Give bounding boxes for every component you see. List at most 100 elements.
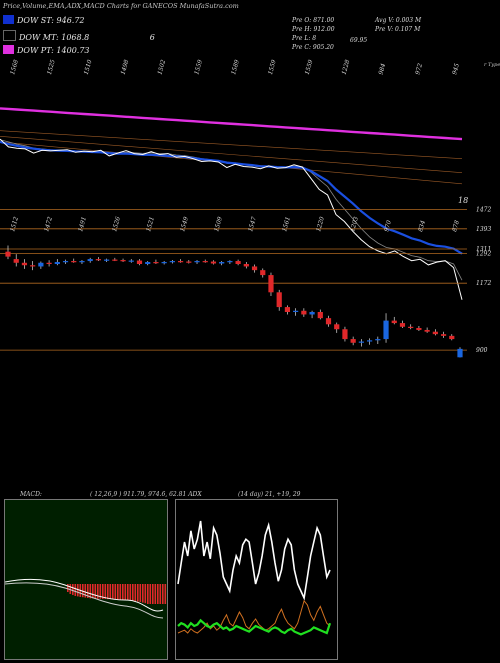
macd-panel: [4, 499, 168, 660]
candle-body: [358, 341, 364, 343]
macd-histogram-bar: [122, 584, 124, 600]
macd-histogram-bar: [82, 584, 84, 598]
legend-value-dow-st: 946.72: [56, 16, 85, 25]
macd-histogram-bar: [149, 584, 152, 604]
candle-body: [177, 261, 184, 263]
candle-tick-label: 834: [417, 219, 427, 232]
candle-body: [268, 275, 274, 293]
candle-body: [46, 262, 52, 264]
candle-body: [399, 323, 406, 327]
macd-label: MACD:: [20, 491, 42, 498]
macd-histogram-bar: [164, 584, 167, 604]
macd-histogram-bar: [117, 584, 119, 600]
candle-body: [13, 259, 19, 263]
candle-tick-label: 1549: [179, 216, 190, 233]
candle-body: [383, 320, 389, 340]
minus-di-line: [177, 618, 332, 636]
ohlc-avg-vol: Avg V: 0.003 M: [375, 17, 422, 24]
macd-histogram-bar: [99, 584, 102, 599]
price-tick-label: 1228: [341, 59, 352, 76]
candle-body: [38, 262, 44, 267]
macd-histogram-bar: [69, 584, 72, 594]
candle-body: [350, 339, 356, 343]
candle-body: [194, 261, 200, 263]
macd-histogram-bar: [142, 584, 144, 603]
ema-fast-line: [0, 139, 463, 281]
macd-signal-line: [4, 582, 164, 619]
macd-histogram-bar: [94, 584, 97, 599]
ohlc-open: Pre O: 871.00: [292, 17, 335, 24]
macd-histogram-bar: [137, 584, 139, 602]
candle-tick-label: 1509: [213, 216, 224, 233]
candle-body: [62, 261, 69, 263]
candle-body: [293, 310, 299, 312]
macd-histogram-bar: [114, 584, 117, 600]
price-tick-label: 945: [451, 62, 461, 75]
candle-body: [161, 262, 167, 264]
macd-histogram-bar: [144, 584, 147, 604]
legend-extra-dow-mt: 6: [149, 33, 155, 42]
price-tick-label: 1559: [267, 59, 278, 76]
macd-histogram-bar: [89, 584, 92, 599]
level-label: 1311: [476, 246, 491, 253]
candle-body: [391, 320, 397, 324]
close-price-line: [0, 138, 463, 300]
candle-tick-label: 1220: [315, 216, 326, 233]
legend-value-dow-pt: 1400.73: [56, 46, 90, 55]
candle-body: [309, 312, 315, 315]
macd-histogram-bar: [132, 584, 134, 601]
macd-histogram-bar: [84, 584, 87, 598]
candle-body: [136, 260, 143, 264]
macd-chart: [4, 578, 167, 619]
ema-guide-line: [0, 136, 463, 173]
candle-body: [284, 307, 291, 312]
legend-dow-st: DOW ST: 946.72: [3, 15, 85, 25]
candle-body: [202, 261, 208, 263]
ema-guide-line: [0, 130, 463, 159]
macd-histogram-bar: [127, 584, 129, 600]
adx-panel: [175, 499, 338, 660]
price-tick-label: 1559: [304, 59, 315, 76]
candle-body: [128, 260, 134, 262]
candle-tick-label: 1521: [145, 216, 156, 233]
candle-body: [276, 292, 282, 308]
candle-body: [243, 264, 249, 267]
legend-label-dow-st: DOW ST:: [17, 16, 54, 25]
level-label: 1472: [476, 206, 491, 213]
candle-tick-label: 1561: [281, 216, 292, 233]
ohlc-high: Pre H: 912.00: [292, 26, 335, 33]
level-label: 1172: [476, 280, 491, 287]
price-tick-label: 1559: [193, 59, 204, 76]
macd-histogram-bar: [97, 584, 99, 599]
candle-tick-label: 878: [451, 219, 461, 232]
macd-line: [4, 578, 164, 612]
candle-body: [235, 261, 241, 264]
candle-body: [104, 259, 110, 261]
macd-histogram-bar: [112, 584, 114, 600]
candle-body: [21, 262, 28, 266]
adx-chart: [177, 520, 332, 636]
candle-body: [424, 329, 430, 332]
macd-histogram-bar: [152, 584, 154, 604]
macd-histogram-bar: [109, 584, 112, 600]
candle-body: [227, 261, 233, 263]
legend-dow-pt: DOW PT: 1400.73: [3, 45, 90, 55]
price-tick-label: 1510: [83, 59, 94, 76]
dow-st-line: [0, 140, 463, 255]
macd-histogram-bar: [104, 584, 107, 599]
legend-swatch-dow-mt: [3, 30, 16, 41]
candle-body: [260, 270, 266, 276]
candle-body: [120, 260, 126, 262]
macd-histogram-bar: [154, 584, 157, 604]
macd-histogram-bar: [77, 584, 79, 597]
candle-body: [169, 261, 175, 263]
candle-body: [112, 259, 118, 261]
candle-body: [457, 348, 463, 358]
candle-body: [334, 324, 340, 330]
macd-histogram-bar: [147, 584, 149, 604]
price-tick-label: 1525: [46, 59, 57, 76]
price-tick-label: 972: [414, 62, 424, 75]
level-label: 900: [476, 347, 488, 354]
ohlc-low-extra: 69.95: [350, 37, 368, 44]
legend-label-dow-mt: DOW MT:: [19, 33, 59, 42]
